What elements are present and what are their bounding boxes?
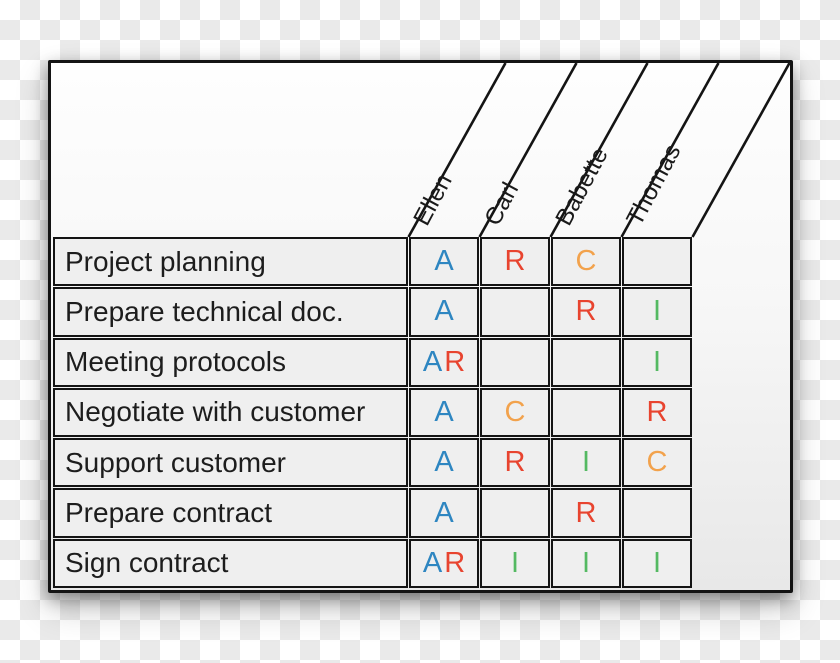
- raci-letter-R: R: [504, 446, 526, 479]
- task-label: Project planning: [53, 237, 408, 287]
- raci-matrix-table: Ellen Carl Babette Thomas Project planni…: [48, 60, 793, 593]
- matrix-body: Project planning A R C Prepare technical…: [53, 237, 692, 588]
- raci-cell: C: [622, 438, 692, 488]
- raci-letter-C: C: [575, 245, 597, 278]
- raci-letter-A: A: [434, 395, 454, 428]
- raci-letter-R: R: [504, 245, 526, 278]
- task-label: Prepare contract: [53, 488, 408, 538]
- raci-letter-I: I: [581, 546, 591, 579]
- raci-cell: [480, 337, 550, 387]
- raci-letter-I: I: [581, 446, 591, 479]
- raci-letter-R: R: [575, 496, 597, 529]
- raci-cell: [622, 488, 692, 538]
- raci-cell: [551, 337, 621, 387]
- raci-cell: [480, 488, 550, 538]
- raci-cell: R: [480, 438, 550, 488]
- raci-cell: C: [551, 237, 621, 287]
- raci-letter-A: A: [422, 546, 443, 579]
- raci-cell: I: [551, 438, 621, 488]
- column-header-thomas: Thomas: [621, 139, 687, 231]
- raci-letter-R: R: [444, 345, 466, 378]
- raci-cell: I: [551, 538, 621, 588]
- raci-cell: R: [622, 387, 692, 438]
- task-label: Support customer: [53, 438, 408, 488]
- raci-cell: A: [409, 438, 479, 488]
- raci-letter-A: A: [434, 496, 454, 529]
- raci-letter-R: R: [575, 295, 597, 328]
- raci-cell: [622, 237, 692, 287]
- raci-letter-A: A: [434, 446, 454, 479]
- raci-letter-A: A: [434, 295, 454, 328]
- raci-cell: I: [480, 538, 550, 588]
- raci-letter-I: I: [510, 546, 520, 579]
- task-label: Negotiate with customer: [53, 387, 408, 438]
- raci-cell: R: [551, 287, 621, 337]
- raci-letter-A: A: [422, 345, 443, 378]
- task-label: Meeting protocols: [53, 337, 408, 387]
- column-header-babette: Babette: [550, 143, 614, 231]
- raci-cell: A: [409, 237, 479, 287]
- raci-letter-R: R: [444, 546, 466, 579]
- raci-cell: [551, 387, 621, 438]
- raci-cell: C: [480, 387, 550, 438]
- raci-letter-R: R: [646, 395, 668, 428]
- raci-cell: A: [409, 488, 479, 538]
- raci-cell: R: [480, 237, 550, 287]
- task-label: Prepare technical doc.: [53, 287, 408, 337]
- raci-letter-I: I: [652, 546, 662, 579]
- raci-cell: A: [409, 387, 479, 438]
- raci-cell: I: [622, 287, 692, 337]
- raci-cell: R: [551, 488, 621, 538]
- raci-cell: [480, 287, 550, 337]
- task-label: Sign contract: [53, 538, 408, 588]
- column-header-carl: Carl: [479, 177, 525, 231]
- raci-cell: I: [622, 538, 692, 588]
- column-header-ellen: Ellen: [408, 169, 458, 231]
- raci-letter-I: I: [652, 345, 662, 378]
- raci-letter-C: C: [504, 395, 526, 428]
- raci-letter-A: A: [434, 245, 454, 278]
- raci-letter-C: C: [646, 446, 668, 479]
- raci-cell: A: [409, 287, 479, 337]
- raci-cell: I: [622, 337, 692, 387]
- raci-letter-I: I: [652, 295, 662, 328]
